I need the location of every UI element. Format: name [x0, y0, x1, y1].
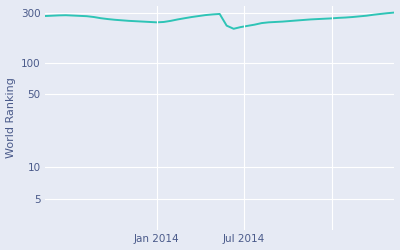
Y-axis label: World Ranking: World Ranking [6, 78, 16, 158]
